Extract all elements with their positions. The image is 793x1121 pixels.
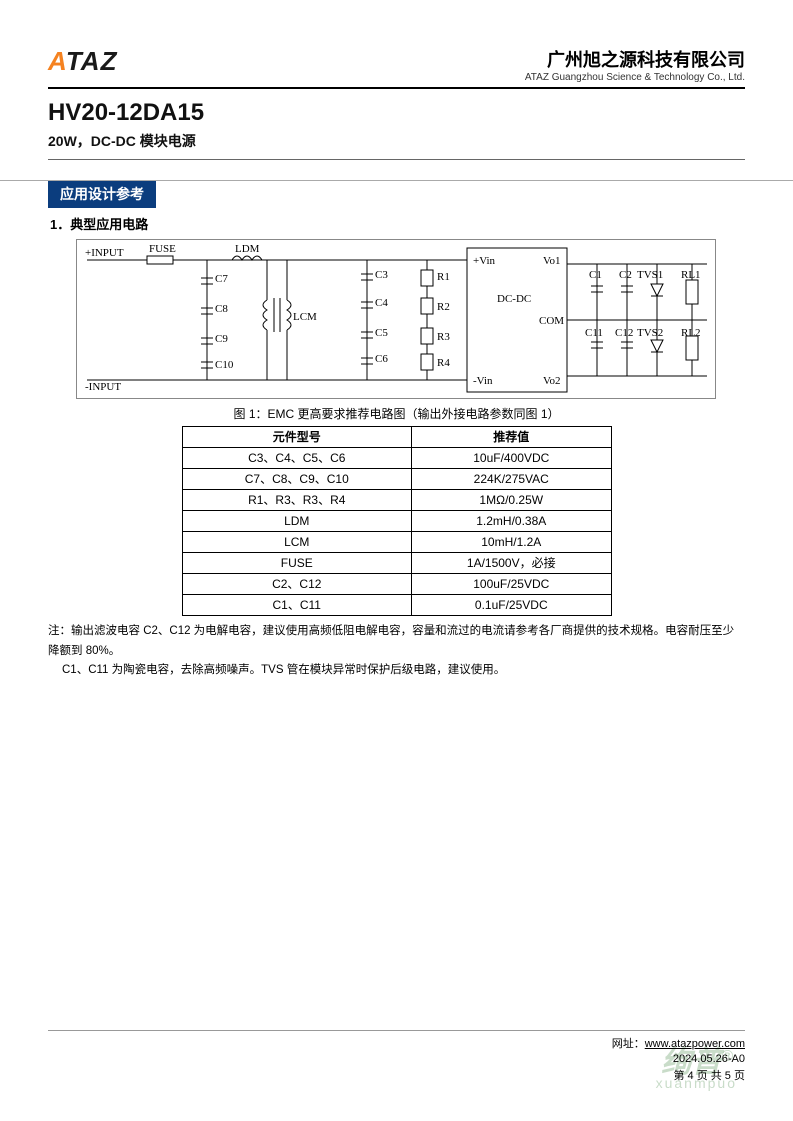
- note-line-1: 注：输出滤波电容 C2、C12 为电解电容，建议使用高频低阻电解电容，容量和流过…: [48, 622, 745, 661]
- divider-line: [0, 180, 793, 181]
- page-header: ATAZ 广州旭之源科技有限公司 ATAZ Guangzhou Science …: [48, 46, 745, 89]
- logo-rest: TAZ: [66, 46, 118, 76]
- label-ldm: LDM: [235, 243, 260, 255]
- sub-heading: 1．典型应用电路: [50, 214, 745, 233]
- table-row: C7、C8、C9、C10224K/275VAC: [182, 469, 611, 490]
- table-row: R1、R3、R3、R41MΩ/0.25W: [182, 490, 611, 511]
- note-line-2: C1、C11 为陶瓷电容，去除高频噪声。TVS 管在模块异常时保护后级电路，建议…: [48, 661, 745, 681]
- label-r2: R2: [437, 301, 450, 313]
- label-c3: C3: [375, 269, 388, 281]
- label-rl1: RL1: [681, 269, 701, 281]
- label-fuse: FUSE: [149, 243, 176, 255]
- label-r3: R3: [437, 331, 450, 343]
- label-c6: C6: [375, 353, 388, 365]
- table-cell: 1.2mH/0.38A: [412, 511, 611, 532]
- label-com: COM: [539, 315, 564, 327]
- note-block: 注：输出滤波电容 C2、C12 为电解电容，建议使用高频低阻电解电容，容量和流过…: [48, 622, 745, 681]
- footer-date: 2024.05.26-A0: [48, 1053, 745, 1065]
- label-rl2: RL2: [681, 327, 701, 339]
- table-cell: C7、C8、C9、C10: [182, 469, 412, 490]
- table-cell: LCM: [182, 532, 412, 553]
- table-header-row: 元件型号 推荐值: [182, 427, 611, 448]
- label-input-n: -INPUT: [85, 381, 121, 393]
- product-header: HV20-12DA15 20W，DC-DC 模块电源: [48, 99, 745, 160]
- url-label: 网址：: [612, 1038, 645, 1050]
- company-block: 广州旭之源科技有限公司 ATAZ Guangzhou Science & Tec…: [525, 46, 745, 83]
- circuit-diagram: +INPUT -INPUT FUSE LDM LCM C7 C8 C9 C10 …: [76, 239, 716, 399]
- page-footer: 网址：www.atazpower.com 2024.05.26-A0 第 4 页…: [48, 1030, 745, 1085]
- label-c7: C7: [215, 273, 228, 285]
- label-r1: R1: [437, 271, 450, 283]
- table-row: LDM1.2mH/0.38A: [182, 511, 611, 532]
- label-tvs1: TVS1: [637, 269, 663, 281]
- url-value: www.atazpower.com: [645, 1038, 745, 1050]
- table-row: C1、C110.1uF/25VDC: [182, 595, 611, 616]
- table-cell: 0.1uF/25VDC: [412, 595, 611, 616]
- table-cell: 10mH/1.2A: [412, 532, 611, 553]
- footer-page: 第 4 页 共 5 页: [48, 1067, 745, 1083]
- logo-prefix: A: [48, 46, 66, 76]
- table-row: FUSE1A/1500V，必接: [182, 553, 611, 574]
- label-vin-n: -Vin: [473, 375, 493, 387]
- company-name-en: ATAZ Guangzhou Science & Technology Co.,…: [525, 72, 745, 83]
- label-c2: C2: [619, 269, 632, 281]
- table-cell: 1A/1500V，必接: [412, 553, 611, 574]
- label-c11: C11: [585, 327, 603, 339]
- company-name-cn: 广州旭之源科技有限公司: [525, 46, 745, 72]
- table-cell: 10uF/400VDC: [412, 448, 611, 469]
- table-row: LCM10mH/1.2A: [182, 532, 611, 553]
- label-c4: C4: [375, 297, 388, 309]
- product-desc: 20W，DC-DC 模块电源: [48, 131, 745, 151]
- label-c8: C8: [215, 303, 228, 315]
- label-lcm: LCM: [293, 311, 317, 323]
- label-vin-p: +Vin: [473, 255, 496, 267]
- section-tag: 应用设计参考: [48, 180, 156, 208]
- label-vo1: Vo1: [543, 255, 561, 267]
- label-input-p: +INPUT: [85, 247, 124, 259]
- table-cell: LDM: [182, 511, 412, 532]
- table-cell: C2、C12: [182, 574, 412, 595]
- label-r4: R4: [437, 357, 450, 369]
- table-cell: C3、C4、C5、C6: [182, 448, 412, 469]
- table-cell: 100uF/25VDC: [412, 574, 611, 595]
- figure-caption: 图 1：EMC 更高要求推荐电路图（输出外接电路参数同图 1）: [48, 405, 745, 422]
- label-vo2: Vo2: [543, 375, 561, 387]
- table-row: C3、C4、C5、C610uF/400VDC: [182, 448, 611, 469]
- component-table: 元件型号 推荐值 C3、C4、C5、C610uF/400VDCC7、C8、C9、…: [182, 426, 612, 616]
- table-cell: 1MΩ/0.25W: [412, 490, 611, 511]
- col-value: 推荐值: [412, 427, 611, 448]
- label-c12: C12: [615, 327, 633, 339]
- label-c9: C9: [215, 333, 228, 345]
- table-cell: 224K/275VAC: [412, 469, 611, 490]
- table-cell: FUSE: [182, 553, 412, 574]
- table-row: C2、C12100uF/25VDC: [182, 574, 611, 595]
- label-dcdc: DC-DC: [497, 293, 531, 305]
- product-name: HV20-12DA15: [48, 99, 745, 127]
- label-c5: C5: [375, 327, 388, 339]
- label-c1: C1: [589, 269, 602, 281]
- label-tvs2: TVS2: [637, 327, 663, 339]
- brand-logo: ATAZ: [48, 46, 117, 77]
- table-cell: C1、C11: [182, 595, 412, 616]
- col-component: 元件型号: [182, 427, 412, 448]
- table-cell: R1、R3、R3、R4: [182, 490, 412, 511]
- label-c10: C10: [215, 359, 234, 371]
